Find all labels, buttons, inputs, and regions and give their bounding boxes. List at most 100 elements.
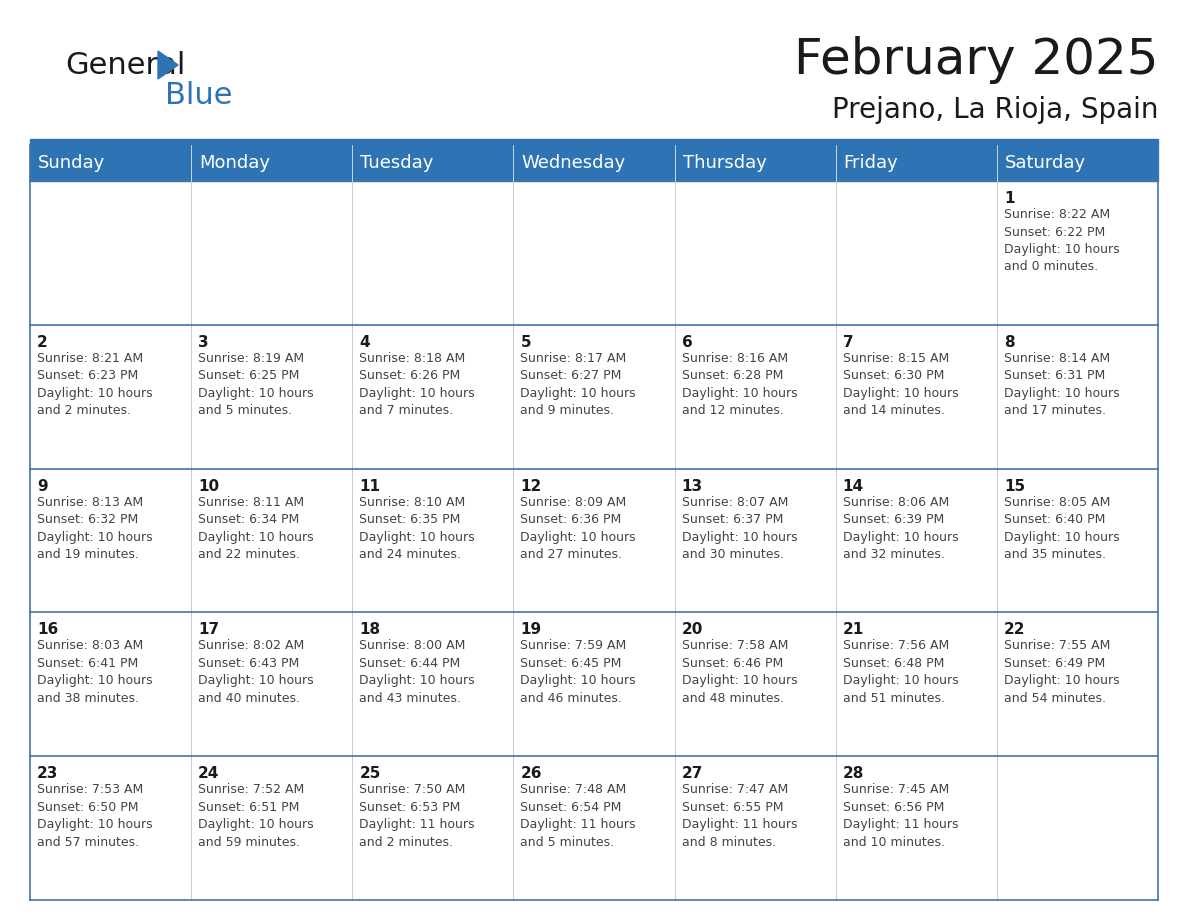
Text: Sunrise: 7:53 AM
Sunset: 6:50 PM
Daylight: 10 hours
and 57 minutes.: Sunrise: 7:53 AM Sunset: 6:50 PM Dayligh… bbox=[37, 783, 152, 849]
Text: 4: 4 bbox=[359, 335, 369, 350]
Text: 12: 12 bbox=[520, 478, 542, 494]
Bar bbox=[30, 139, 1158, 145]
Bar bbox=[191, 468, 353, 612]
Text: 10: 10 bbox=[198, 478, 220, 494]
Text: 7: 7 bbox=[842, 335, 853, 350]
Bar bbox=[353, 325, 513, 468]
Bar bbox=[30, 756, 191, 900]
Bar bbox=[30, 181, 191, 325]
Bar bbox=[835, 468, 997, 612]
Bar bbox=[997, 181, 1158, 325]
Text: Sunrise: 7:45 AM
Sunset: 6:56 PM
Daylight: 11 hours
and 10 minutes.: Sunrise: 7:45 AM Sunset: 6:56 PM Dayligh… bbox=[842, 783, 959, 849]
Text: Sunrise: 8:22 AM
Sunset: 6:22 PM
Daylight: 10 hours
and 0 minutes.: Sunrise: 8:22 AM Sunset: 6:22 PM Dayligh… bbox=[1004, 208, 1119, 274]
Text: Monday: Monday bbox=[200, 154, 270, 172]
Bar bbox=[30, 145, 191, 181]
Bar bbox=[353, 181, 513, 325]
Bar bbox=[675, 325, 835, 468]
Bar bbox=[675, 612, 835, 756]
Polygon shape bbox=[158, 51, 178, 79]
Bar bbox=[353, 145, 513, 181]
Text: Sunrise: 7:50 AM
Sunset: 6:53 PM
Daylight: 11 hours
and 2 minutes.: Sunrise: 7:50 AM Sunset: 6:53 PM Dayligh… bbox=[359, 783, 475, 849]
Text: Sunrise: 8:11 AM
Sunset: 6:34 PM
Daylight: 10 hours
and 22 minutes.: Sunrise: 8:11 AM Sunset: 6:34 PM Dayligh… bbox=[198, 496, 314, 561]
Bar bbox=[513, 325, 675, 468]
Bar bbox=[997, 145, 1158, 181]
Text: Sunrise: 7:55 AM
Sunset: 6:49 PM
Daylight: 10 hours
and 54 minutes.: Sunrise: 7:55 AM Sunset: 6:49 PM Dayligh… bbox=[1004, 640, 1119, 705]
Bar bbox=[353, 756, 513, 900]
Text: 14: 14 bbox=[842, 478, 864, 494]
Text: 20: 20 bbox=[682, 622, 703, 637]
Text: 13: 13 bbox=[682, 478, 702, 494]
Bar bbox=[353, 468, 513, 612]
Bar bbox=[353, 612, 513, 756]
Bar bbox=[513, 612, 675, 756]
Text: Sunrise: 8:02 AM
Sunset: 6:43 PM
Daylight: 10 hours
and 40 minutes.: Sunrise: 8:02 AM Sunset: 6:43 PM Dayligh… bbox=[198, 640, 314, 705]
Bar bbox=[191, 325, 353, 468]
Text: Prejano, La Rioja, Spain: Prejano, La Rioja, Spain bbox=[832, 96, 1158, 124]
Bar bbox=[513, 181, 675, 325]
Bar bbox=[675, 181, 835, 325]
Bar bbox=[835, 181, 997, 325]
Text: Sunrise: 8:16 AM
Sunset: 6:28 PM
Daylight: 10 hours
and 12 minutes.: Sunrise: 8:16 AM Sunset: 6:28 PM Dayligh… bbox=[682, 352, 797, 418]
Text: 18: 18 bbox=[359, 622, 380, 637]
Text: 16: 16 bbox=[37, 622, 58, 637]
Text: Sunrise: 8:15 AM
Sunset: 6:30 PM
Daylight: 10 hours
and 14 minutes.: Sunrise: 8:15 AM Sunset: 6:30 PM Dayligh… bbox=[842, 352, 959, 418]
Text: Sunrise: 7:59 AM
Sunset: 6:45 PM
Daylight: 10 hours
and 46 minutes.: Sunrise: 7:59 AM Sunset: 6:45 PM Dayligh… bbox=[520, 640, 636, 705]
Text: 15: 15 bbox=[1004, 478, 1025, 494]
Text: 3: 3 bbox=[198, 335, 209, 350]
Text: Sunrise: 8:21 AM
Sunset: 6:23 PM
Daylight: 10 hours
and 2 minutes.: Sunrise: 8:21 AM Sunset: 6:23 PM Dayligh… bbox=[37, 352, 152, 418]
Text: Sunrise: 7:48 AM
Sunset: 6:54 PM
Daylight: 11 hours
and 5 minutes.: Sunrise: 7:48 AM Sunset: 6:54 PM Dayligh… bbox=[520, 783, 636, 849]
Text: 2: 2 bbox=[37, 335, 48, 350]
Text: Sunday: Sunday bbox=[38, 154, 106, 172]
Text: 9: 9 bbox=[37, 478, 48, 494]
Text: Sunrise: 8:18 AM
Sunset: 6:26 PM
Daylight: 10 hours
and 7 minutes.: Sunrise: 8:18 AM Sunset: 6:26 PM Dayligh… bbox=[359, 352, 475, 418]
Bar bbox=[191, 181, 353, 325]
Text: 24: 24 bbox=[198, 767, 220, 781]
Bar bbox=[997, 612, 1158, 756]
Bar bbox=[835, 756, 997, 900]
Text: Sunrise: 8:13 AM
Sunset: 6:32 PM
Daylight: 10 hours
and 19 minutes.: Sunrise: 8:13 AM Sunset: 6:32 PM Dayligh… bbox=[37, 496, 152, 561]
Text: 6: 6 bbox=[682, 335, 693, 350]
Bar bbox=[997, 325, 1158, 468]
Bar bbox=[675, 468, 835, 612]
Bar bbox=[513, 468, 675, 612]
Text: Sunrise: 7:56 AM
Sunset: 6:48 PM
Daylight: 10 hours
and 51 minutes.: Sunrise: 7:56 AM Sunset: 6:48 PM Dayligh… bbox=[842, 640, 959, 705]
Text: 21: 21 bbox=[842, 622, 864, 637]
Text: 23: 23 bbox=[37, 767, 58, 781]
Bar bbox=[997, 756, 1158, 900]
Text: General: General bbox=[65, 50, 185, 80]
Text: Sunrise: 8:05 AM
Sunset: 6:40 PM
Daylight: 10 hours
and 35 minutes.: Sunrise: 8:05 AM Sunset: 6:40 PM Dayligh… bbox=[1004, 496, 1119, 561]
Bar bbox=[191, 756, 353, 900]
Text: Wednesday: Wednesday bbox=[522, 154, 626, 172]
Text: 25: 25 bbox=[359, 767, 380, 781]
Text: 1: 1 bbox=[1004, 191, 1015, 206]
Text: Sunrise: 8:07 AM
Sunset: 6:37 PM
Daylight: 10 hours
and 30 minutes.: Sunrise: 8:07 AM Sunset: 6:37 PM Dayligh… bbox=[682, 496, 797, 561]
Text: Sunrise: 8:06 AM
Sunset: 6:39 PM
Daylight: 10 hours
and 32 minutes.: Sunrise: 8:06 AM Sunset: 6:39 PM Dayligh… bbox=[842, 496, 959, 561]
Text: 19: 19 bbox=[520, 622, 542, 637]
Text: Sunrise: 7:47 AM
Sunset: 6:55 PM
Daylight: 11 hours
and 8 minutes.: Sunrise: 7:47 AM Sunset: 6:55 PM Dayligh… bbox=[682, 783, 797, 849]
Text: Blue: Blue bbox=[165, 81, 233, 109]
Text: Sunrise: 8:00 AM
Sunset: 6:44 PM
Daylight: 10 hours
and 43 minutes.: Sunrise: 8:00 AM Sunset: 6:44 PM Dayligh… bbox=[359, 640, 475, 705]
Text: Sunrise: 8:10 AM
Sunset: 6:35 PM
Daylight: 10 hours
and 24 minutes.: Sunrise: 8:10 AM Sunset: 6:35 PM Dayligh… bbox=[359, 496, 475, 561]
Text: Sunrise: 8:17 AM
Sunset: 6:27 PM
Daylight: 10 hours
and 9 minutes.: Sunrise: 8:17 AM Sunset: 6:27 PM Dayligh… bbox=[520, 352, 636, 418]
Bar bbox=[513, 756, 675, 900]
Text: 11: 11 bbox=[359, 478, 380, 494]
Bar bbox=[835, 325, 997, 468]
Bar bbox=[997, 468, 1158, 612]
Bar bbox=[30, 468, 191, 612]
Text: 28: 28 bbox=[842, 767, 864, 781]
Text: February 2025: February 2025 bbox=[794, 36, 1158, 84]
Bar bbox=[191, 612, 353, 756]
Text: 22: 22 bbox=[1004, 622, 1025, 637]
Text: Sunrise: 8:03 AM
Sunset: 6:41 PM
Daylight: 10 hours
and 38 minutes.: Sunrise: 8:03 AM Sunset: 6:41 PM Dayligh… bbox=[37, 640, 152, 705]
Text: Sunrise: 7:52 AM
Sunset: 6:51 PM
Daylight: 10 hours
and 59 minutes.: Sunrise: 7:52 AM Sunset: 6:51 PM Dayligh… bbox=[198, 783, 314, 849]
Text: Friday: Friday bbox=[843, 154, 898, 172]
Text: Sunrise: 8:14 AM
Sunset: 6:31 PM
Daylight: 10 hours
and 17 minutes.: Sunrise: 8:14 AM Sunset: 6:31 PM Dayligh… bbox=[1004, 352, 1119, 418]
Text: Tuesday: Tuesday bbox=[360, 154, 434, 172]
Bar bbox=[675, 145, 835, 181]
Text: 17: 17 bbox=[198, 622, 220, 637]
Text: Thursday: Thursday bbox=[683, 154, 766, 172]
Bar bbox=[191, 145, 353, 181]
Text: Sunrise: 8:19 AM
Sunset: 6:25 PM
Daylight: 10 hours
and 5 minutes.: Sunrise: 8:19 AM Sunset: 6:25 PM Dayligh… bbox=[198, 352, 314, 418]
Text: 5: 5 bbox=[520, 335, 531, 350]
Text: 26: 26 bbox=[520, 767, 542, 781]
